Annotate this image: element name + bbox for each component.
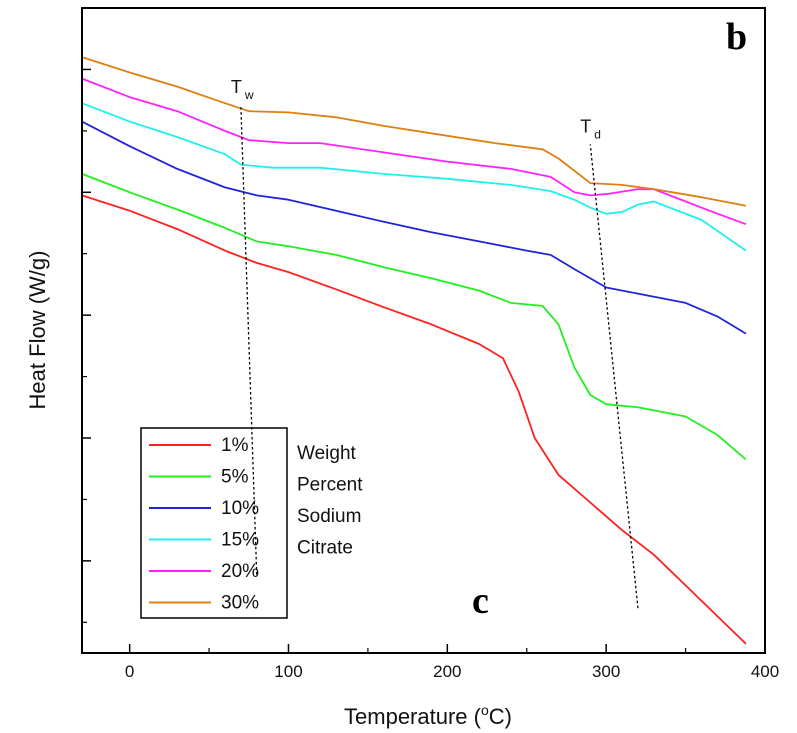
series-line-10pct xyxy=(81,120,747,335)
x-tick-label: 0 xyxy=(125,662,134,681)
legend-label: 5% xyxy=(221,467,249,488)
series-line-1pct xyxy=(81,194,747,645)
x-tick-label: 300 xyxy=(592,662,620,681)
marker-subscript: d xyxy=(594,127,601,141)
legend-title-line: Citrate xyxy=(297,538,353,559)
panel-letter-c: c xyxy=(472,580,489,622)
legend: 1% 5% 10% 15% 20% 30% Weight Percent Sodium Citra… xyxy=(140,427,363,619)
legend-label: 15% xyxy=(221,530,259,551)
series-line-30pct xyxy=(81,56,747,207)
ticks: 0 100 200 300 400 xyxy=(82,68,779,681)
marker-subscript: w xyxy=(244,88,254,102)
marker-label: T xyxy=(580,116,591,136)
panel-letter-b: b xyxy=(726,16,747,58)
plot-frame xyxy=(81,7,766,654)
y-axis-title: Heat Flow (W/g) xyxy=(25,251,50,410)
legend-box xyxy=(140,427,288,619)
x-axis-title: Temperature (oC) xyxy=(344,702,512,729)
series-line-5pct xyxy=(81,173,747,461)
legend-title-line: Sodium xyxy=(297,506,361,527)
x-axis-title-main: Temperature ( xyxy=(344,704,482,729)
marker-line xyxy=(240,105,258,575)
legend-title-line: Weight xyxy=(297,443,357,464)
series-line-15pct xyxy=(81,102,747,252)
x-tick-label: 400 xyxy=(751,662,779,681)
legend-label: 10% xyxy=(221,498,259,519)
legend-label: 30% xyxy=(221,593,259,614)
x-tick-label: 200 xyxy=(433,662,461,681)
x-axis-title-end: C) xyxy=(489,704,512,729)
marker-label: T xyxy=(231,77,242,97)
legend-label: 1% xyxy=(221,435,249,456)
x-tick-label: 100 xyxy=(274,662,302,681)
plot-content xyxy=(81,56,747,645)
legend-title-line: Percent xyxy=(297,475,363,496)
x-axis-title-sup: o xyxy=(481,702,489,718)
legend-label: 20% xyxy=(221,561,259,582)
